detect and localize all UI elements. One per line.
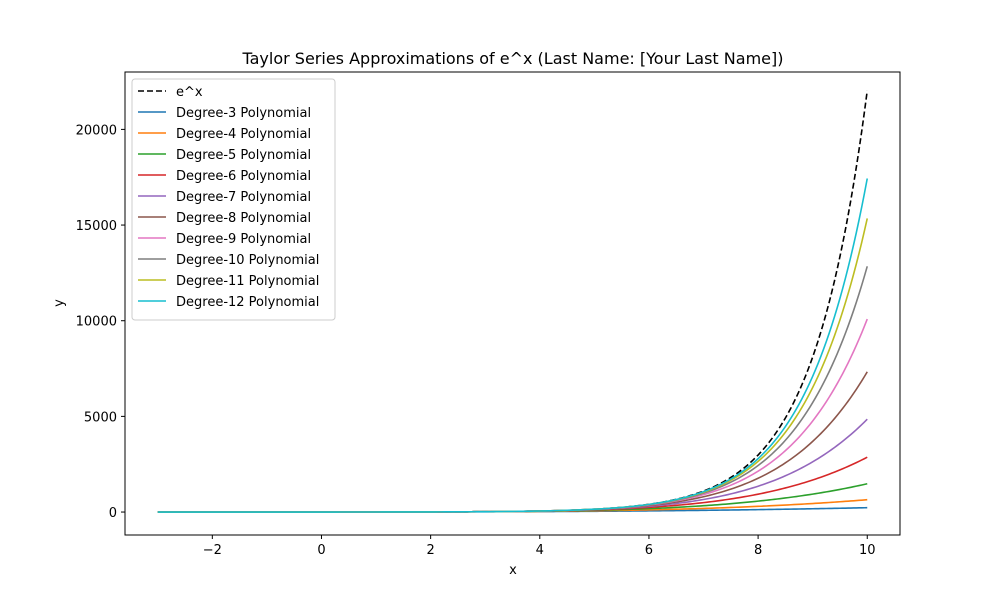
- legend: e^x Degree-3 Polynomial Degree-4 Polynomia…: [131, 78, 336, 321]
- x-tick-label: −2: [203, 543, 222, 558]
- legend-box: [131, 78, 336, 321]
- series-line-6: [157, 371, 868, 513]
- y-tick-label: 20000: [76, 123, 117, 138]
- legend-label-3: Degree-5 Polynomial: [176, 148, 311, 163]
- series-line-10: [157, 178, 869, 513]
- legend-label-2: Degree-4 Polynomial: [176, 127, 311, 142]
- x-tick-label: 10: [859, 543, 876, 558]
- x-tick-label: 0: [317, 543, 325, 558]
- plot-area: [157, 90, 869, 513]
- legend-label-6: Degree-8 Polynomial: [176, 211, 311, 226]
- legend-label-9: Degree-11 Polynomial: [176, 274, 319, 289]
- x-tick-label: 6: [645, 543, 653, 558]
- x-tick-label: 2: [426, 543, 434, 558]
- legend-label-4: Degree-6 Polynomial: [176, 169, 311, 184]
- chart-title: Taylor Series Approximations of e^x (Las…: [242, 49, 784, 68]
- legend-label-10: Degree-12 Polynomial: [176, 295, 319, 310]
- x-tick-label: 8: [754, 543, 762, 558]
- y-axis-label: y: [52, 299, 67, 307]
- legend-label-5: Degree-7 Polynomial: [176, 190, 311, 205]
- y-tick-label: 15000: [76, 219, 117, 234]
- series-line-3: [157, 482, 868, 513]
- series-line-5: [157, 418, 868, 513]
- y-tick-label: 10000: [76, 315, 117, 330]
- legend-label-0: e^x: [176, 85, 203, 100]
- y-tick-label: 0: [109, 506, 117, 521]
- x-tick-label: 4: [536, 543, 544, 558]
- legend-label-7: Degree-9 Polynomial: [176, 232, 311, 247]
- axes: −2 0 2 4 6 8 10 0 5000 10000 15000 20000: [76, 71, 901, 558]
- series-line-7: [157, 318, 868, 513]
- x-axis-label: x: [509, 563, 517, 578]
- legend-label-1: Degree-3 Polynomial: [176, 106, 311, 121]
- y-tick-label: 5000: [84, 410, 117, 425]
- legend-label-8: Degree-10 Polynomial: [176, 253, 319, 268]
- plot-frame: [124, 71, 901, 536]
